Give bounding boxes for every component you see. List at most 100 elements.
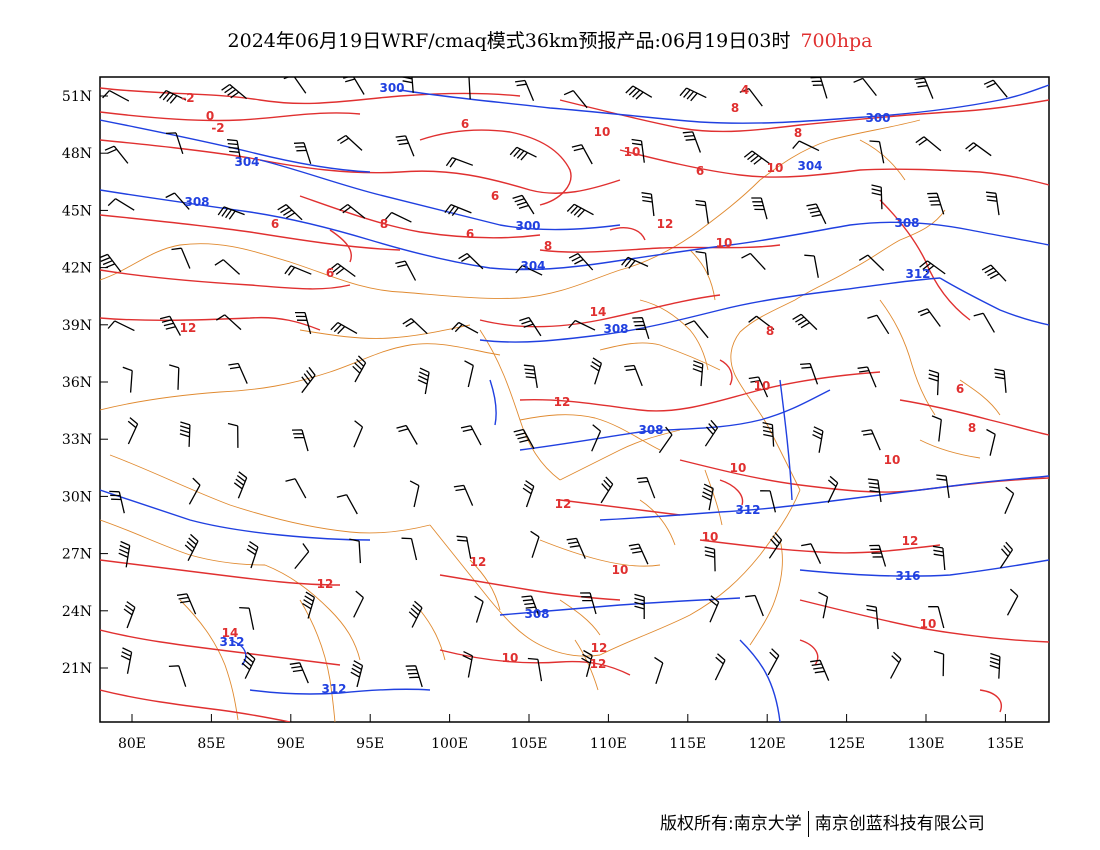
temperature-contour-label: 12 [554, 395, 571, 409]
height-contour-label: 312 [321, 682, 346, 696]
wind-barb [631, 138, 645, 163]
lon-tick-label: 110E [590, 736, 627, 752]
wind-barb [221, 83, 248, 100]
wind-barb [127, 417, 139, 445]
wind-barb [352, 355, 367, 383]
temperature-contour-label: 4 [741, 83, 749, 97]
temperature-contour-label: -2 [211, 121, 224, 135]
temperature-contour-label: 12 [317, 577, 334, 591]
wind-barb [768, 532, 783, 559]
wind-barb [760, 490, 777, 513]
wind-barb [568, 319, 596, 331]
lon-tick-label: 105E [511, 736, 548, 752]
height-contour-label: 304 [234, 155, 259, 169]
wind-barb [704, 419, 719, 447]
wind-barb [527, 657, 543, 682]
wind-barb [405, 665, 423, 688]
height-contour-label: 312 [735, 503, 760, 517]
height-contour-label: 304 [797, 159, 822, 173]
wind-barb [634, 593, 645, 619]
wind-barb [523, 364, 538, 389]
height-contour-label: 312 [219, 635, 244, 649]
temperature-contour-label: 10 [716, 236, 733, 250]
wind-barb [857, 366, 877, 388]
wind-barb [590, 357, 603, 385]
footer-left: 版权所有:南京大学 [660, 814, 802, 834]
wind-barb [745, 594, 764, 617]
temperature-contour-label: 10 [594, 125, 611, 139]
wind-barb [748, 315, 775, 331]
wind-barb [804, 254, 819, 278]
temperature-contour-label: 10 [767, 161, 784, 175]
wind-barb [692, 360, 704, 387]
wind-barb [100, 253, 122, 273]
wind-barb [684, 320, 709, 339]
wind-barb [827, 475, 839, 503]
wind-barb [632, 317, 650, 339]
wind-barb [810, 659, 830, 681]
wind-barb [708, 595, 720, 623]
wind-barb [384, 211, 412, 223]
wind-barb [293, 142, 312, 164]
wind-barb [353, 590, 364, 618]
wind-barb [1006, 588, 1019, 616]
wind-barb [228, 362, 248, 384]
lon-axis: 80E 85E 90E 95E 100E 105E 110E 115E 120E 125E 130E… [118, 714, 1024, 752]
temperature-contour-label: 6 [956, 382, 964, 396]
wind-barb [515, 79, 535, 102]
wind-barb [395, 135, 415, 157]
temperature-contour-label: 6 [491, 189, 499, 203]
temperature-contour-label: 8 [794, 126, 802, 140]
wind-barb [695, 250, 709, 275]
wind-barb [767, 648, 780, 676]
lon-tick-label: 135E [987, 736, 1024, 752]
temperature-contour-label: 6 [461, 117, 469, 131]
wind-barb [241, 651, 256, 679]
wind-barb [751, 197, 768, 220]
title-main: 2024年06月19日WRF/cmaq模式36km预报产品:06月19日03时 [227, 30, 791, 52]
wind-barb [600, 476, 614, 504]
wind-barb [512, 194, 535, 215]
temperature-contour-label: 12 [657, 217, 674, 231]
wind-barb [184, 533, 199, 561]
wind-barb [521, 595, 540, 617]
lat-tick-label: 21N [62, 661, 92, 677]
wind-barb [402, 318, 428, 335]
wind-barb [985, 191, 1000, 216]
temperature-contour-label: 6 [326, 266, 334, 280]
temperature-contour-label: 12 [902, 534, 919, 548]
lat-tick-label: 51N [62, 89, 92, 105]
wind-barb [464, 360, 474, 388]
footer-credits: 版权所有:南京大学 南京创蓝科技有限公司 [660, 809, 985, 837]
wind-barb [402, 77, 414, 93]
wind-barb [866, 604, 879, 630]
wind-barb [336, 494, 358, 515]
wind-barb [858, 254, 885, 271]
wind-barb [748, 376, 769, 398]
wind-barb [227, 139, 242, 163]
wind-barb [919, 260, 946, 275]
wind-barb [171, 247, 191, 269]
temperature-contour-label: 14 [590, 305, 607, 319]
wind-barb [581, 649, 593, 677]
wind-barbs [100, 77, 1019, 688]
wind-barb [914, 77, 934, 99]
wind-barb [396, 424, 418, 445]
wind-barb [417, 367, 430, 395]
wind-barb [353, 420, 364, 448]
wind-barb [917, 308, 941, 327]
wind-barb [302, 591, 316, 619]
wind-barb [233, 471, 248, 499]
wind-barb [621, 256, 649, 269]
wind-barb [999, 541, 1014, 569]
height-contour-label: 300 [515, 219, 540, 233]
height-contour-label: 308 [894, 216, 919, 230]
wind-barb [445, 156, 474, 168]
wind-barb [936, 474, 950, 499]
temperature-contour-label: 10 [730, 461, 747, 475]
wind-barb [159, 90, 187, 104]
wind-barb [682, 131, 702, 153]
wind-barb [444, 203, 472, 216]
wind-barb [853, 77, 877, 97]
wind-barb [871, 184, 883, 210]
